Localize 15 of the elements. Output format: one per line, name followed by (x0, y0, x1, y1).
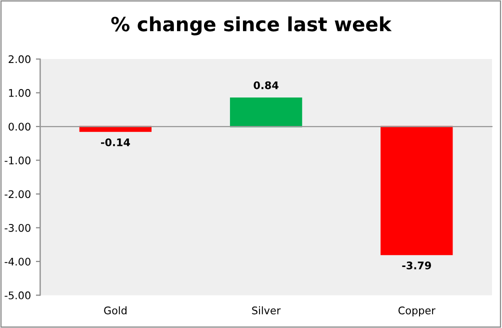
x-tick-label: Gold (104, 306, 126, 314)
y-tick-label: 2.00 (8, 55, 30, 64)
data-label: -0.14 (101, 138, 130, 146)
chart-title: % change since last week (111, 16, 392, 36)
y-tick-label: 1.00 (9, 89, 30, 97)
y-tick-label: -3.00 (4, 224, 30, 232)
y-tick-label: -1.00 (4, 156, 30, 164)
x-tick-label: Copper (398, 306, 436, 316)
data-label: -3.79 (402, 262, 432, 270)
y-tick-label: -4.00 (4, 258, 30, 266)
y-tick-label: 0.00 (8, 122, 30, 131)
y-tick-label: -5.00 (4, 291, 30, 300)
y-tick-label: -2.00 (4, 190, 30, 198)
data-label: 0.84 (254, 81, 278, 90)
x-tick-label: Silver (252, 306, 281, 314)
